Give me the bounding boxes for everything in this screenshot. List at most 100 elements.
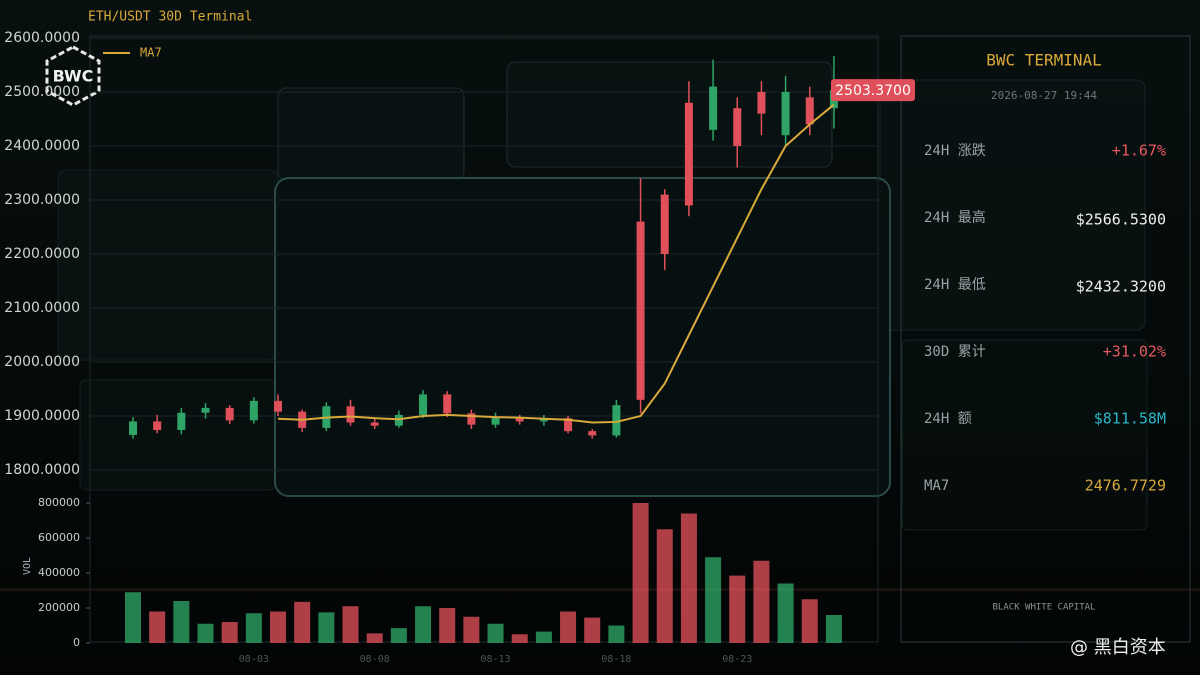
volume-bar [656, 529, 673, 643]
panel-rows: 24H 涨跌 +1.67% 24H 最高 $2566.5300 24H 最低 $2432.… [924, 142, 1166, 495]
candle-body [274, 400, 283, 412]
x-tick-label: 08-23 [722, 654, 752, 665]
candle-body [467, 413, 476, 425]
candle-body [394, 414, 403, 426]
candle-body [419, 394, 428, 415]
candle-body [346, 406, 355, 423]
volume-bar [366, 633, 383, 643]
panel-row-label: 30D 累计 [924, 344, 986, 360]
y-tick-label: 1900.0000 [4, 408, 80, 424]
volume-bar [294, 601, 311, 643]
volume-bar [173, 601, 190, 643]
panel-row-label: 24H 额 [924, 411, 972, 427]
volume-bar [463, 616, 480, 643]
deco-panel [506, 61, 833, 168]
candle-body [443, 394, 452, 414]
y-tick-label: 2200.0000 [4, 246, 80, 262]
y-tick-label: 600000 [38, 531, 80, 544]
deco-panel [901, 339, 1148, 531]
deco-screen [274, 177, 891, 497]
y-tick-label: 200000 [38, 601, 80, 614]
panel-row-label: 24H 最低 [924, 277, 986, 293]
y-tick-label: 400000 [38, 566, 80, 579]
candle-body [225, 407, 234, 421]
volume-bar [390, 628, 407, 643]
candle-body [539, 418, 548, 422]
y-tick-label: 0 [73, 636, 80, 649]
volume-bar [511, 634, 528, 643]
panel-row-value: $2566.5300 [1076, 211, 1166, 229]
volume-bar [777, 583, 794, 643]
candle-body [612, 405, 621, 436]
candle-body [201, 407, 210, 413]
y-tick-label: 2100.0000 [4, 300, 80, 316]
price-tag-label: 2503.3700 [835, 83, 911, 99]
deco-panel [57, 169, 279, 361]
candle-body [370, 422, 379, 426]
volume-bar [801, 599, 818, 643]
plot-frame [89, 35, 879, 643]
volume-bar [487, 623, 504, 643]
volume-bar [439, 608, 456, 643]
volume-bar [342, 606, 359, 643]
chart-title: ETH/USDT 30D Terminal [88, 10, 252, 25]
volume-bar [560, 611, 577, 643]
x-tick-label: 08-08 [360, 654, 390, 665]
logo-hex [45, 45, 101, 107]
candle-body [781, 92, 790, 136]
volume-bar [729, 575, 746, 643]
y-tick-label: 2400.0000 [4, 138, 80, 154]
panel-row-label: 24H 涨跌 [924, 143, 986, 159]
candle-body [636, 221, 645, 400]
candle-body [564, 418, 573, 432]
panel-footer: BLACK WHITE CAPITAL [993, 603, 1096, 613]
y-axis-label: VOL [22, 557, 33, 575]
volume-bar [149, 611, 166, 643]
candle-body [249, 400, 258, 421]
volume-bar [584, 617, 601, 643]
panel-row-value: $811.58M [1094, 410, 1166, 428]
ma-line [277, 103, 835, 424]
volume-bar [680, 513, 697, 643]
y-tick-label: 2500.0000 [4, 84, 80, 100]
candle-body [684, 102, 693, 206]
panel-row-value: +1.67% [1112, 142, 1166, 160]
panel-title: BWC TERMINAL [986, 51, 1102, 70]
panel-row-value: 2476.7729 [1085, 477, 1166, 495]
deco-panel [277, 87, 465, 181]
deco-panel [79, 379, 276, 491]
volume-bar [270, 611, 287, 643]
candle-body [660, 194, 669, 254]
volume-bar [125, 592, 141, 643]
volume-bar [535, 631, 552, 643]
volume-bar [608, 625, 625, 643]
side-panel [900, 35, 1191, 643]
volume-bar [245, 613, 262, 643]
candle-body [588, 431, 597, 436]
volume-bar [705, 557, 722, 643]
panel-timestamp: 2026-08-27 19:44 [991, 89, 1097, 102]
y-tick-label: 2600.0000 [4, 30, 80, 46]
panel-row-label: MA7 [924, 478, 949, 494]
logo-text: BWC [53, 67, 94, 86]
y-tick-label: 1800.0000 [4, 462, 80, 478]
volume-bar [753, 560, 770, 643]
panel-row-value: $2432.3200 [1076, 278, 1166, 296]
volume-bar [318, 612, 335, 643]
volume-bar [221, 622, 238, 643]
volume-bar [632, 503, 649, 643]
candle-body [733, 108, 742, 146]
y-tick-label: 2000.0000 [4, 354, 80, 370]
deco-line [0, 588, 1200, 591]
volume-bar [415, 606, 432, 643]
candle-body [153, 421, 162, 431]
candle-body [805, 97, 814, 125]
x-tick-label: 08-18 [601, 654, 631, 665]
candle-body [515, 417, 524, 422]
candle-body [709, 86, 718, 130]
x-tick-label: 08-13 [480, 654, 510, 665]
volume-bar [197, 623, 214, 643]
legend-label: MA7 [140, 46, 162, 60]
volume-bar [825, 615, 842, 643]
